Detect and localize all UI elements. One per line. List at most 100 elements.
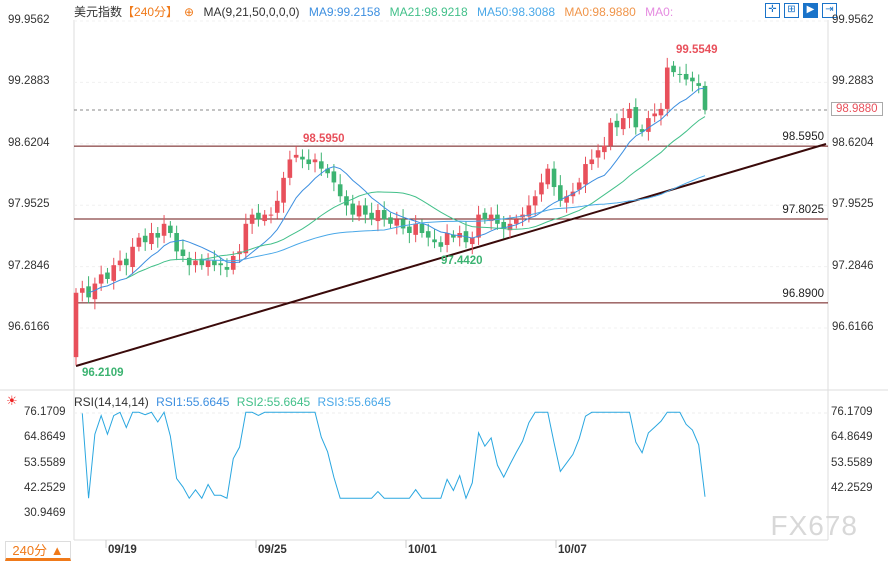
candle-body — [639, 129, 645, 132]
ma9-line — [88, 87, 706, 294]
candle-body — [262, 214, 267, 222]
candle-body — [488, 214, 494, 222]
candle-body — [193, 260, 198, 266]
candle-body — [419, 223, 425, 234]
watermark-logo: FX678 — [770, 510, 858, 541]
play-tool-icon[interactable]: ▶ — [803, 3, 818, 18]
candle-body — [268, 214, 274, 216]
candle-body — [608, 122, 613, 146]
candle-body — [388, 217, 393, 224]
candle-body — [274, 200, 280, 213]
rsi-line — [81, 411, 706, 500]
low2-annotation: 97.4420 — [441, 255, 483, 267]
ma0-value: MA0:98.9880 — [564, 5, 636, 19]
timeframe-selector[interactable]: 240分 ▲ — [5, 541, 71, 561]
y-tick-left: 98.6204 — [8, 136, 50, 149]
chart-header: 美元指数【240分】 ⊕ MA(9,21,50,0,0,0) MA9:99.215… — [74, 3, 679, 20]
candle-body — [168, 225, 173, 234]
candle-body — [155, 233, 161, 238]
candle-body — [306, 159, 312, 165]
ma50-line — [201, 175, 706, 262]
y-tick-right: 97.9525 — [832, 198, 874, 211]
candle-body — [205, 260, 211, 268]
candle-body — [293, 154, 299, 158]
candle-body — [105, 272, 110, 279]
x-tick-label: 09/19 — [108, 544, 137, 556]
candle-body — [438, 242, 444, 247]
candle-body — [111, 265, 117, 281]
period-label[interactable]: 【240分】 — [122, 5, 179, 19]
y-tick-right: 98.6204 — [832, 136, 874, 149]
y-tick-left: 99.2883 — [8, 75, 50, 88]
y-tick-left: 99.9562 — [8, 14, 50, 26]
y-tick-right: 99.2883 — [832, 75, 874, 88]
rsi-y-tick-right: 53.5589 — [831, 456, 873, 469]
candle-body — [444, 233, 450, 245]
y-tick-left: 97.2846 — [8, 259, 50, 272]
hline-label: 96.8900 — [782, 287, 824, 300]
candle-body — [683, 73, 689, 80]
x-tick-label: 10/07 — [558, 544, 587, 556]
candle-body — [652, 113, 657, 117]
candle-body — [224, 267, 230, 270]
candle-body — [501, 221, 507, 229]
candle-body — [476, 214, 481, 238]
candle-body — [514, 219, 519, 224]
rsi-y-tick-right: 64.8649 — [831, 431, 873, 444]
candle-body — [199, 258, 205, 266]
rsi2-value: RSI2:55.6645 — [236, 395, 311, 409]
candle-body — [369, 212, 374, 220]
candle-body — [551, 168, 557, 188]
candle-body — [312, 159, 318, 163]
candle-body — [350, 203, 356, 215]
rsi-y-tick-left: 76.1709 — [24, 406, 66, 418]
candle-body — [564, 196, 569, 203]
candle-body — [124, 258, 129, 266]
candle-body — [451, 234, 456, 238]
candle-body — [174, 233, 179, 252]
candle-body — [98, 274, 104, 284]
ma-label[interactable]: MA(9,21,50,0,0,0) — [203, 5, 300, 19]
candle-body — [381, 210, 387, 220]
rsi3-value: RSI3:55.6645 — [317, 395, 391, 409]
candle-body — [620, 118, 626, 130]
candle-body — [249, 214, 255, 224]
candle-body — [331, 171, 337, 183]
candle-body — [664, 67, 670, 109]
candle-body — [400, 219, 406, 229]
x-tick-label: 10/01 — [408, 544, 437, 556]
settings-icon[interactable]: ☀ — [6, 393, 18, 408]
exit-tool-icon[interactable]: ⇥ — [822, 3, 837, 18]
y-tick-left: 97.9525 — [8, 198, 50, 211]
candle-body — [337, 184, 343, 197]
candle-body — [142, 235, 148, 243]
candle-body — [218, 263, 223, 266]
candle-body — [702, 85, 708, 110]
hline-label: 98.5950 — [782, 131, 824, 144]
candle-body — [413, 223, 418, 235]
y-tick-left: 96.6166 — [8, 321, 50, 333]
crosshair-tool-icon[interactable]: ✛ — [765, 3, 780, 18]
ma9-value: MA9:99.2158 — [308, 5, 381, 19]
candle-body — [532, 196, 538, 206]
candle-body — [212, 260, 217, 266]
candle-body — [583, 164, 588, 185]
zoom-tool-icon[interactable]: ⊞ — [784, 3, 799, 18]
candle-body — [281, 177, 286, 203]
candle-body — [539, 182, 544, 195]
candle-body — [73, 292, 79, 358]
crosshair-icon[interactable]: ⊕ — [184, 5, 195, 19]
candle-body — [319, 161, 324, 169]
candle-body — [186, 257, 192, 266]
candle-body — [576, 182, 582, 190]
trendline — [75, 143, 827, 367]
rsi-y-tick-left: 64.8649 — [24, 431, 66, 444]
candle-body — [425, 231, 431, 238]
candle-body — [614, 120, 620, 128]
current-price-label: 98.9880 — [831, 102, 883, 116]
y-tick-right: 97.2846 — [832, 259, 874, 272]
candle-body — [658, 108, 664, 116]
candle-body — [136, 237, 142, 247]
candle-body — [482, 212, 488, 220]
